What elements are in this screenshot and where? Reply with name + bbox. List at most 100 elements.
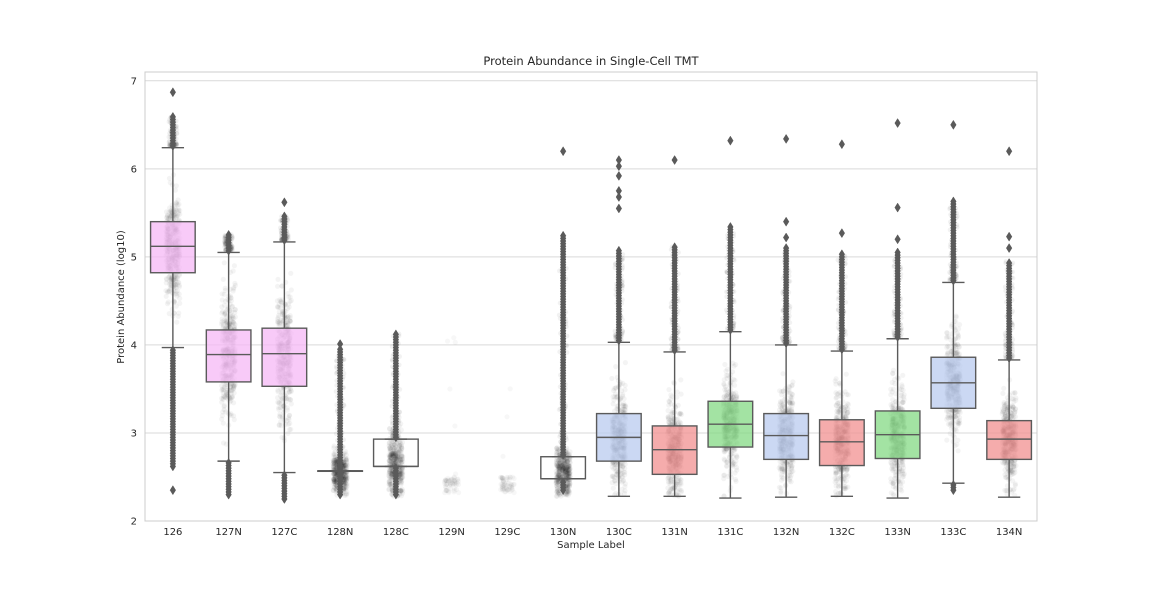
- data-point: [568, 460, 573, 465]
- data-point: [174, 293, 179, 298]
- data-point: [387, 458, 392, 463]
- data-point: [567, 477, 572, 482]
- data-point: [734, 455, 739, 460]
- data-point: [623, 404, 628, 409]
- data-point: [386, 471, 391, 476]
- data-point: [623, 360, 628, 365]
- data-point: [225, 306, 230, 311]
- data-point: [220, 291, 225, 296]
- data-point: [447, 386, 452, 391]
- data-point: [231, 400, 236, 405]
- data-point: [454, 487, 459, 492]
- data-point: [620, 392, 625, 397]
- data-point: [231, 316, 236, 321]
- data-point: [174, 320, 179, 325]
- data-point: [501, 478, 506, 483]
- data-point: [219, 388, 224, 393]
- data-point: [613, 491, 618, 496]
- data-point: [220, 297, 225, 302]
- data-point: [171, 209, 176, 214]
- data-point: [167, 176, 172, 181]
- data-point: [779, 474, 784, 479]
- data-point: [288, 271, 293, 276]
- data-point: [279, 401, 284, 406]
- data-point: [176, 311, 181, 316]
- data-point: [164, 215, 169, 220]
- data-point: [666, 403, 671, 408]
- data-point: [446, 490, 451, 495]
- data-point: [731, 377, 736, 382]
- data-point: [452, 481, 457, 486]
- data-point: [229, 413, 234, 418]
- data-point: [559, 464, 564, 469]
- data-point: [343, 491, 348, 496]
- data-point: [389, 441, 394, 446]
- data-point: [505, 488, 510, 493]
- data-point: [511, 476, 516, 481]
- data-point: [666, 387, 671, 392]
- data-point: [279, 391, 284, 396]
- data-point: [231, 268, 236, 273]
- data-point: [167, 288, 172, 293]
- data-point: [443, 484, 448, 489]
- data-point: [721, 473, 726, 478]
- data-point: [232, 263, 237, 268]
- data-point: [623, 481, 628, 486]
- data-point: [284, 418, 289, 423]
- data-point: [501, 483, 506, 488]
- data-point: [610, 480, 615, 485]
- data-point: [675, 390, 680, 395]
- data-point: [164, 276, 169, 281]
- data-point: [221, 397, 226, 402]
- data-point: [671, 380, 676, 385]
- data-point: [221, 440, 226, 445]
- data-point: [388, 465, 393, 470]
- data-point: [504, 414, 509, 419]
- data-point: [232, 322, 237, 327]
- data-point: [724, 464, 729, 469]
- data-point: [677, 487, 682, 492]
- data-point: [508, 386, 513, 391]
- data-point: [613, 364, 618, 369]
- data-point: [731, 391, 736, 396]
- data-point: [500, 488, 505, 493]
- data-point: [623, 383, 628, 388]
- data-point: [733, 477, 738, 482]
- data-point: [453, 340, 458, 345]
- data-point: [219, 304, 224, 309]
- data-point: [279, 299, 284, 304]
- data-point: [610, 464, 615, 469]
- data-point: [443, 478, 448, 483]
- data-point: [556, 490, 561, 495]
- data-point: [452, 423, 457, 428]
- data-point: [275, 319, 280, 324]
- data-point: [287, 427, 292, 432]
- data-point: [619, 487, 624, 492]
- data-point: [275, 277, 280, 282]
- data-point: [222, 260, 227, 265]
- data-point: [723, 369, 728, 374]
- data-point: [275, 395, 280, 400]
- data-point: [727, 455, 732, 460]
- data-point: [731, 364, 736, 369]
- data-point: [167, 311, 172, 316]
- data-point: [722, 377, 727, 382]
- data-point: [174, 183, 179, 188]
- data-point: [723, 389, 728, 394]
- data-point: [451, 335, 456, 340]
- data-point: [223, 312, 228, 317]
- data-point: [564, 470, 569, 475]
- data-point: [278, 414, 283, 419]
- data-point: [174, 215, 179, 220]
- data-point: [231, 286, 236, 291]
- data-point: [399, 488, 404, 493]
- data-point: [230, 304, 235, 309]
- data-point: [286, 396, 291, 401]
- data-point: [391, 448, 396, 453]
- data-point: [733, 470, 738, 475]
- data-point: [448, 482, 453, 487]
- data-point: [399, 452, 404, 457]
- data-point: [566, 493, 571, 498]
- data-point: [287, 413, 292, 418]
